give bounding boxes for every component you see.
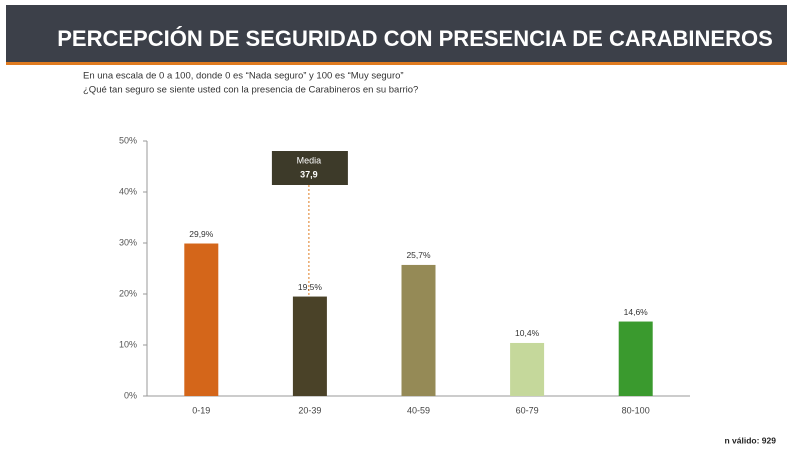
subtitle: En una escala de 0 a 100, donde 0 es “Na… [83, 71, 404, 82]
value-label: 10,4% [515, 328, 540, 338]
footnote: n válido: 929 [725, 435, 777, 445]
value-label: 19,5% [298, 282, 323, 292]
subtitle: ¿Qué tan seguro se siente usted con la p… [83, 85, 418, 96]
x-tick-label: 60-79 [516, 405, 539, 415]
value-label: 25,7% [406, 250, 431, 260]
header-bar [6, 5, 787, 62]
x-tick-label: 0-19 [192, 405, 210, 415]
bar [292, 296, 327, 396]
y-tick-label: 0% [124, 390, 137, 400]
value-label: 14,6% [624, 307, 649, 317]
y-tick-label: 20% [119, 288, 137, 298]
bar [184, 243, 219, 396]
value-label: 29,9% [189, 229, 214, 239]
x-tick-label: 20-39 [298, 405, 321, 415]
header-rule [6, 62, 787, 65]
mean-value: 37,9 [300, 169, 318, 179]
mean-box [271, 151, 348, 185]
x-tick-label: 40-59 [407, 405, 430, 415]
x-tick-label: 80-100 [622, 405, 650, 415]
y-tick-label: 40% [119, 186, 137, 196]
y-tick-label: 50% [119, 135, 137, 145]
bar [401, 264, 436, 396]
title: PERCEPCIÓN DE SEGURIDAD CON PRESENCIA DE… [57, 26, 773, 51]
mean-title: Media [297, 155, 322, 165]
y-tick-label: 10% [119, 339, 137, 349]
y-tick-label: 30% [119, 237, 137, 247]
bar [618, 321, 653, 396]
bar [510, 342, 545, 396]
